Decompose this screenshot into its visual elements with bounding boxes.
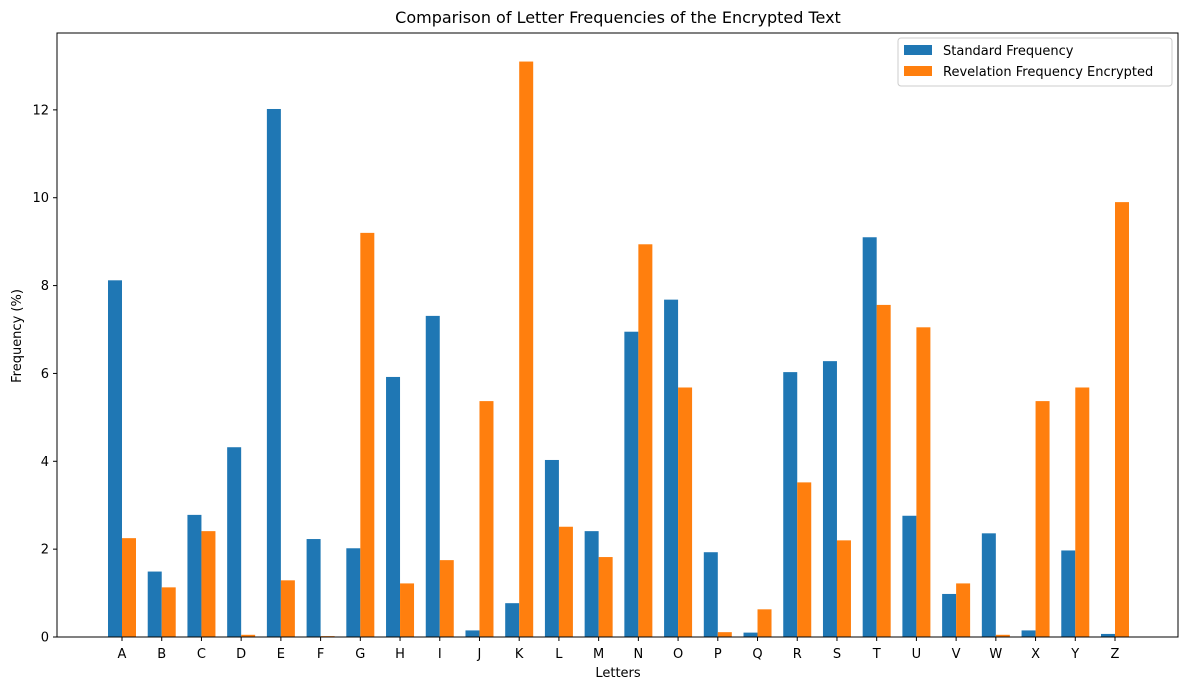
bar-revelation-g [360, 232, 375, 637]
bar-standard-j [465, 630, 480, 637]
x-tick-label-e: E [277, 647, 285, 662]
bar-revelation-b [161, 587, 176, 637]
bar-standard-m [584, 531, 599, 637]
bar-standard-l [544, 459, 559, 637]
x-tick-label-z: Z [1111, 647, 1120, 662]
bar-standard-p [703, 552, 718, 637]
bar-standard-s [822, 361, 837, 637]
bar-revelation-s [836, 540, 851, 637]
x-tick-label-v: V [952, 647, 961, 662]
x-tick-label-y: Y [1070, 647, 1079, 662]
bar-revelation-c [201, 531, 216, 637]
legend: Standard Frequency Revelation Frequency E… [897, 37, 1173, 87]
y-tick-label-8: 8 [41, 279, 49, 294]
bar-revelation-h [400, 583, 415, 637]
x-tick-label-m: M [593, 647, 604, 662]
bar-standard-n [624, 331, 639, 637]
bar-standard-d [227, 447, 242, 637]
x-tick-label-p: P [714, 647, 722, 662]
x-tick-label-u: U [912, 647, 922, 662]
bar-standard-w [981, 533, 996, 637]
bar-revelation-r [797, 482, 812, 637]
bar-standard-x [1021, 630, 1036, 637]
x-tick-label-t: T [872, 647, 881, 662]
x-tick-label-c: C [197, 647, 206, 662]
y-tick-label-6: 6 [41, 367, 49, 382]
bar-revelation-d [241, 634, 256, 637]
x-tick-label-x: X [1031, 647, 1040, 662]
bar-revelation-m [598, 557, 613, 637]
x-tick-label-q: Q [752, 647, 762, 662]
bar-standard-u [902, 515, 917, 637]
bar-standard-a [108, 280, 122, 637]
bar-standard-q [743, 632, 758, 637]
bar-standard-r [783, 372, 798, 637]
x-tick-label-b: B [157, 647, 166, 662]
bar-revelation-l [558, 526, 573, 637]
bar-revelation-t [876, 304, 891, 637]
bar-standard-b [147, 571, 162, 637]
bar-standard-c [187, 514, 202, 637]
y-tick-label-2: 2 [41, 543, 49, 558]
legend-swatch-revelation [904, 66, 932, 76]
bar-standard-h [386, 376, 401, 637]
bar-revelation-j [479, 401, 494, 637]
plot-frame [56, 32, 1179, 638]
bar-standard-g [346, 548, 361, 637]
x-tick-label-h: H [395, 647, 405, 662]
bar-standard-f [306, 539, 321, 637]
bar-standard-v [942, 593, 957, 637]
bar-revelation-x [1035, 401, 1050, 637]
bar-standard-k [505, 603, 520, 637]
axes-layer: A B C D E F G H I J K L M N O P Q R S T U V W X Y Z 0 2 4 6 8 10 12 [32, 32, 1179, 662]
x-tick-label-g: G [355, 647, 365, 662]
y-tick-label-10: 10 [32, 191, 49, 206]
bar-standard-e [266, 108, 281, 638]
x-tick-label-a: A [118, 647, 127, 662]
bar-revelation-y [1075, 387, 1090, 637]
bar-standard-t [862, 237, 877, 637]
x-tick-label-s: S [833, 647, 841, 662]
x-tick-label-n: N [633, 647, 643, 662]
y-tick-label-12: 12 [32, 103, 49, 118]
bar-revelation-p [717, 632, 732, 637]
bar-revelation-e [280, 580, 295, 637]
bar-revelation-z [1115, 202, 1129, 637]
bar-standard-o [664, 299, 679, 637]
legend-label-standard: Standard Frequency [943, 44, 1074, 59]
y-tick-label-4: 4 [41, 455, 49, 470]
x-tick-label-l: L [555, 647, 563, 662]
y-tick-label-0: 0 [41, 631, 49, 646]
bar-standard-y [1061, 550, 1076, 637]
y-axis-label: Frequency (%) [10, 289, 25, 383]
x-tick-label-w: W [989, 647, 1002, 662]
x-tick-label-f: F [317, 647, 324, 662]
x-tick-label-k: K [515, 647, 524, 662]
bar-revelation-q [757, 609, 772, 637]
bar-standard-z [1101, 633, 1115, 637]
bar-revelation-a [122, 538, 136, 637]
bar-revelation-u [916, 327, 931, 637]
x-tick-label-i: I [438, 647, 442, 662]
x-tick-label-d: D [236, 647, 246, 662]
bar-revelation-v [956, 583, 971, 637]
bar-revelation-i [439, 560, 454, 637]
chart-title: Comparison of Letter Frequencies of the … [395, 8, 841, 27]
x-tick-label-r: R [793, 647, 802, 662]
bar-revelation-n [638, 244, 653, 638]
legend-swatch-standard [904, 45, 932, 55]
bar-standard-i [425, 315, 440, 637]
bar-revelation-k [519, 61, 534, 638]
bar-revelation-o [678, 387, 693, 637]
legend-box [897, 37, 1173, 87]
x-axis-label: Letters [595, 666, 641, 681]
legend-label-revelation: Revelation Frequency Encrypted [943, 65, 1153, 80]
bar-revelation-w [995, 634, 1010, 637]
x-tick-label-o: O [673, 647, 683, 662]
x-tick-label-j: J [477, 647, 482, 662]
bars-layer [108, 61, 1129, 638]
